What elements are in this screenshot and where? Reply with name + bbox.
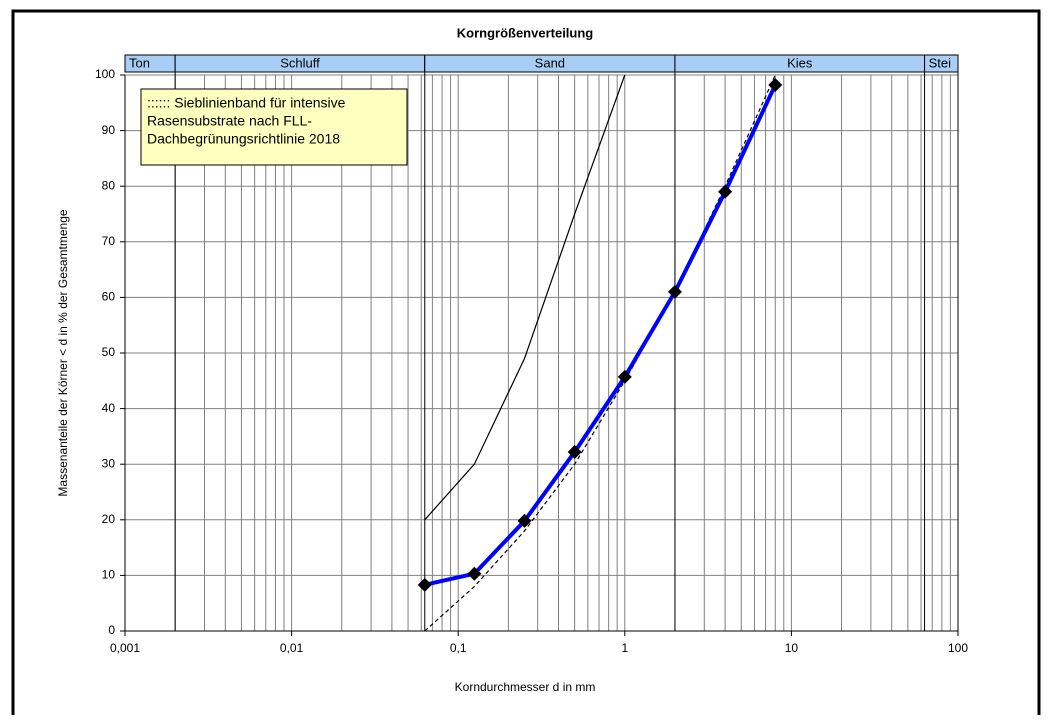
y-tick-label: 60 — [102, 290, 116, 304]
note-text: Rasensubstrate nach FLL- — [147, 113, 312, 129]
y-tick-label: 70 — [102, 234, 116, 248]
y-tick-label: 20 — [102, 512, 116, 526]
series-line — [424, 74, 626, 521]
y-tick-label: 80 — [102, 178, 116, 192]
band-label: Stei — [929, 55, 952, 70]
series-line — [424, 74, 776, 632]
band-label: Ton — [129, 55, 150, 70]
y-tick-label: 30 — [102, 456, 116, 470]
y-tick-label: 10 — [102, 568, 116, 582]
x-tick-label: 0,01 — [280, 641, 304, 655]
marker — [667, 284, 682, 299]
marker — [617, 369, 632, 384]
x-tick-label: 10 — [785, 641, 799, 655]
band-label: Schluff — [280, 55, 320, 70]
x-tick-label: 100 — [948, 641, 968, 655]
y-tick-label: 90 — [102, 123, 116, 137]
note-text: Dachbegrünungsrichtlinie 2018 — [147, 131, 340, 147]
frame — [11, 9, 1041, 715]
y-tick-label: 0 — [108, 623, 115, 637]
x-axis-label: Korndurchmesser d in mm — [455, 680, 596, 694]
note-box — [140, 88, 408, 166]
chart-title: Korngrößenverteilung — [457, 25, 594, 40]
marker — [718, 184, 733, 199]
y-tick-label: 50 — [102, 345, 116, 359]
marker — [517, 513, 532, 528]
y-tick-label: 100 — [95, 67, 115, 81]
band-label: Kies — [787, 55, 813, 70]
marker — [768, 78, 783, 93]
y-axis-label: Massenanteile der Körner < d in % der Ge… — [56, 209, 70, 496]
x-tick-label: 0,1 — [450, 641, 467, 655]
marker — [417, 577, 432, 592]
x-tick-label: 0,001 — [110, 641, 140, 655]
band-label: Sand — [535, 55, 565, 70]
marker — [567, 444, 582, 459]
x-tick-label: 1 — [621, 641, 628, 655]
note-text: :::::: Sieblinienband für intensive — [147, 95, 346, 111]
series-line — [424, 84, 778, 587]
marker — [467, 566, 482, 581]
y-tick-label: 40 — [102, 401, 116, 415]
